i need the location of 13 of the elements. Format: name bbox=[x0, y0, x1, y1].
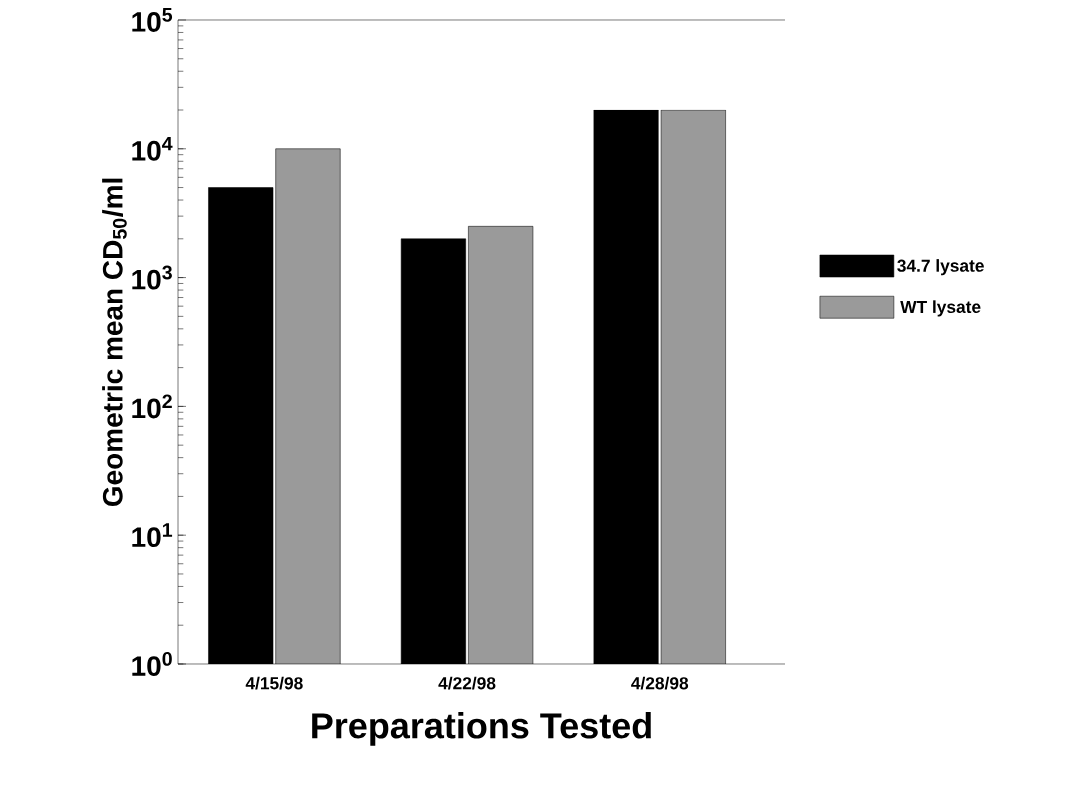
y-tick-label: 10$^{1}$ bbox=[132, 523, 173, 548]
y-tick-label: 10$^{0}$ bbox=[132, 652, 172, 676]
x-tick-label: 4/28/98 bbox=[631, 676, 689, 690]
y-tick-label: 10$^{3}$ bbox=[132, 265, 172, 290]
legend-label: 34.7 lysate bbox=[897, 259, 984, 276]
x-tick-label: 4/15/98 bbox=[245, 676, 303, 690]
y-axis-title: Geometric mean CD$_{50}$/ml bbox=[102, 178, 127, 507]
legend-label: WT lysate bbox=[900, 300, 981, 317]
y-tick-label: 10$^{2}$ bbox=[132, 394, 172, 419]
x-tick-label: 4/22/98 bbox=[438, 676, 496, 690]
x-axis-title: Preparations Tested bbox=[312, 712, 651, 746]
y-tick-label: 10$^{5}$ bbox=[132, 8, 173, 32]
y-tick-label: 10$^{4}$ bbox=[132, 136, 173, 161]
